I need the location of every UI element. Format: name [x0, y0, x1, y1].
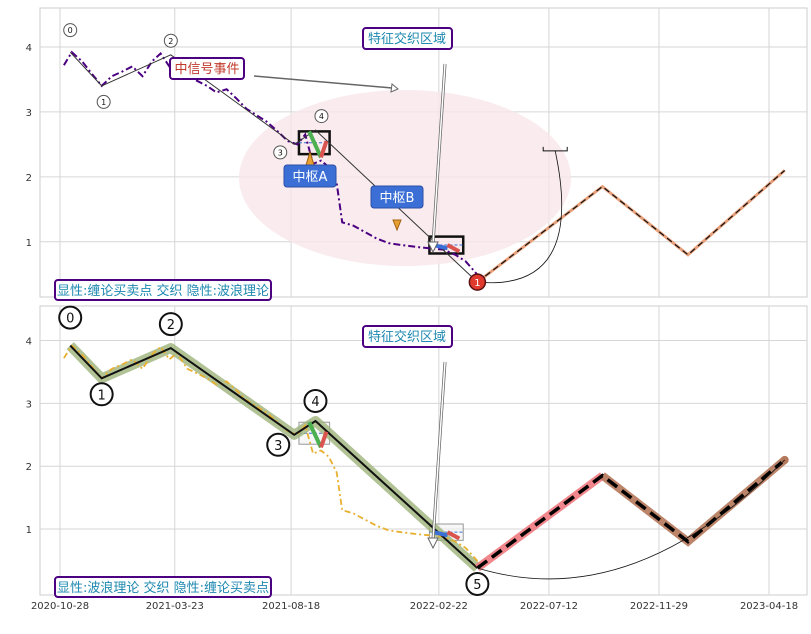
wave-path: [69, 51, 478, 283]
segment: [307, 421, 323, 449]
wave-label: 4: [319, 112, 324, 121]
wave-label: 1: [101, 98, 106, 107]
y-tick-label: 3: [26, 399, 32, 410]
y-tick-label: 1: [26, 525, 32, 536]
zhongshu-a-label: 中枢A: [283, 164, 337, 188]
signal-marker: [468, 273, 487, 291]
wave-label-circle: [89, 382, 114, 407]
wave-label: 1: [98, 388, 106, 403]
top-decorations: 1 0 1 2 3 4: [63, 23, 568, 291]
signal-marker-label: 1: [474, 278, 480, 289]
segment: [432, 530, 448, 538]
wave-label: 4: [311, 395, 319, 410]
bottom-plot-area: [39, 305, 808, 596]
x-tick-label: 2020-10-28: [31, 601, 89, 612]
zhongshu-b-arrow: [392, 219, 402, 232]
zone-arrowhead: [427, 537, 439, 550]
signal-arrowhead: [390, 83, 399, 93]
wave-label: 3: [274, 439, 282, 454]
wave-label: 2: [168, 37, 173, 46]
bottom-caption-text: 显性:波浪理论 交织 隐性:缠论买卖点: [57, 580, 269, 596]
segment: [446, 243, 461, 254]
wave-label-circle: [58, 305, 83, 330]
x-tick-label: 2023-04-18: [740, 601, 798, 612]
bottom-feature-zone-text: 特征交织区域: [368, 329, 446, 345]
signal-arrow: [253, 75, 393, 89]
y-tick-label: 2: [26, 462, 32, 473]
wave-label-circle: [465, 571, 490, 596]
segment: [319, 430, 329, 449]
signal-event-text: 中信号事件: [174, 62, 239, 77]
x-tick-label: 2022-07-12: [520, 601, 578, 612]
bracket: [542, 146, 568, 152]
wave-label-circle: [303, 388, 328, 413]
projection-line: [476, 458, 786, 570]
zhongshu-a-text: 中枢A: [293, 170, 328, 185]
wave-label: 0: [66, 312, 74, 327]
zhongshu-b-text: 中枢B: [380, 191, 415, 206]
y-tick-label: 3: [26, 108, 32, 119]
signal-event-label: 中信号事件: [169, 57, 245, 80]
arc: [477, 150, 563, 284]
wave-label-circle: [273, 145, 288, 160]
bottom-y-ticks: 1 2 3 4: [26, 337, 32, 536]
bottom-panel: 1 2 3 4 2020-10-28 2021-03-23 2021-08-18 2022-…: [26, 305, 808, 612]
top-feature-zone-text: 特征交织区域: [368, 31, 446, 47]
wave-label-circle: [63, 23, 78, 38]
x-tick-label: 2022-02-22: [410, 601, 468, 612]
wave-label: 5: [473, 578, 481, 593]
top-price-series: [63, 50, 786, 284]
top-panel: 1 2 3 4 1 0 1 2 3 4: [26, 7, 808, 298]
zone-arrowhead: [427, 241, 439, 254]
y-tick-label: 4: [26, 43, 32, 54]
wave-label-circle: [266, 432, 291, 457]
price-line: [63, 50, 481, 279]
wave-label-circle: [158, 312, 183, 337]
projection-line: [477, 169, 786, 283]
wave-path: [69, 344, 479, 569]
top-caption-label: 显性:缠论买卖点 交织 隐性:波浪理论: [54, 279, 272, 301]
zhongshu-b-label: 中枢B: [370, 185, 424, 209]
bottom-x-ticks: 2020-10-28 2021-03-23 2021-08-18 2022-02-22…: [31, 601, 798, 612]
wave-label-circle: [163, 33, 178, 48]
bottom-caption-label: 显性:波浪理论 交织 隐性:缠论买卖点: [54, 576, 272, 598]
feature-zone-ellipse: [239, 90, 571, 266]
arc: [477, 459, 786, 580]
segment: [319, 140, 329, 159]
wave-label: 0: [68, 26, 73, 35]
wave-label: 3: [278, 148, 283, 157]
wave-label-circle: [96, 94, 111, 109]
y-tick-label: 4: [26, 337, 32, 348]
segment: [446, 530, 461, 541]
top-feature-zone-label: 特征交织区域: [362, 27, 453, 50]
x-tick-label: 2022-11-29: [630, 601, 688, 612]
y-tick-label: 2: [26, 173, 32, 184]
zone-arrow-inner: [432, 63, 446, 245]
price-line: [63, 344, 481, 565]
y-tick-label: 1: [26, 238, 32, 249]
zone-arrow-inner: [432, 361, 446, 541]
wave-label: 2: [167, 318, 175, 333]
x-tick-label: 2021-03-23: [146, 601, 204, 612]
bottom-decorations: 0 1 2 3 4 5: [58, 305, 786, 596]
bottom-price-series: [63, 342, 789, 572]
top-caption-text: 显性:缠论买卖点 交织 隐性:波浪理论: [57, 283, 269, 299]
x-tick-label: 2021-08-18: [262, 601, 320, 612]
bottom-feature-zone-label: 特征交织区域: [362, 325, 453, 348]
segment: [307, 130, 323, 159]
top-y-ticks: 1 2 3 4: [26, 43, 32, 249]
wave-label-circle: [314, 109, 329, 124]
